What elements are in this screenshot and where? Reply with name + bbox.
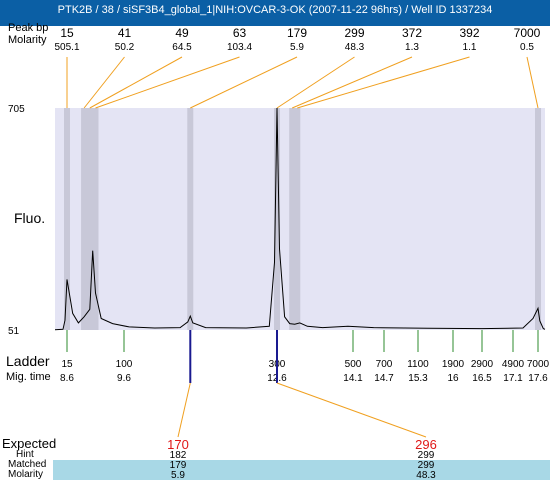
peak-molarity-label: 1.1 — [463, 42, 477, 53]
mig-time-label: 17.1 — [503, 373, 523, 384]
hint-row-label: Hint — [16, 449, 34, 460]
peak-bp-label: 299 — [344, 26, 364, 40]
peak-connector — [95, 56, 240, 109]
peak-bp-label: 41 — [118, 26, 132, 40]
ladder-bp-label: 7000 — [527, 359, 550, 370]
peak-band — [535, 108, 541, 330]
ladder-bp-label: 1100 — [407, 359, 429, 370]
peak-connector — [83, 56, 125, 109]
matched-row-label: Matched — [8, 459, 47, 470]
y-tick-max: 705 — [8, 104, 25, 115]
hint-value: 182 — [170, 450, 187, 461]
peak-connector — [89, 56, 183, 109]
peak-molarity-label: 103.4 — [227, 42, 252, 53]
title-bar: PTK2B / 38 / siSF3B4_global_1|NIH:OVCAR-… — [0, 0, 550, 26]
peak-band — [81, 108, 88, 330]
peak-bp-label: 15 — [60, 26, 74, 40]
mig-time-label: 15.3 — [408, 373, 428, 384]
ladder-bp-label: 500 — [345, 359, 362, 370]
ladder-bp-label: 1900 — [442, 359, 465, 370]
molarity-row-label: Molarity — [8, 34, 47, 46]
mig-time-label: 17.6 — [528, 373, 548, 384]
ladder-bp-label: 4900 — [502, 359, 525, 370]
y-tick-min: 51 — [8, 326, 20, 337]
molarity-value: 5.9 — [171, 470, 185, 480]
peak-connector — [276, 56, 355, 109]
mig-time-label: 8.6 — [60, 373, 74, 384]
peak-connector — [292, 56, 413, 109]
peak-molarity-label: 1.3 — [405, 42, 419, 53]
fluorescence-trace — [54, 107, 546, 331]
ladder-bp-label: 100 — [116, 359, 133, 370]
mig-time-label: 16.5 — [472, 373, 492, 384]
peak-connector — [190, 56, 298, 109]
matched-value: 179 — [170, 460, 187, 471]
peak-molarity-label: 5.9 — [290, 42, 304, 53]
peak-bp-label: 49 — [175, 26, 189, 40]
peak-connector — [526, 56, 539, 109]
peak-bp-label: 179 — [287, 26, 307, 40]
ladder-row-label: Ladder — [6, 353, 50, 369]
expected-row-label: Expected — [2, 436, 57, 451]
peak-band — [274, 108, 280, 330]
peak-bp-label: 372 — [402, 26, 422, 40]
ladder-bp-label: 700 — [376, 359, 393, 370]
expected-value: 170 — [167, 437, 189, 452]
matched-value: 299 — [418, 460, 435, 471]
window-title: PTK2B / 38 / siSF3B4_global_1|NIH:OVCAR-… — [57, 4, 493, 16]
mig-time-row-label: Mig. time — [6, 371, 51, 383]
peak-band — [86, 108, 93, 330]
peak-molarity-label: 505.1 — [54, 42, 79, 53]
ladder-bp-label: 2900 — [471, 359, 494, 370]
peak-band — [92, 108, 99, 330]
mig-time-label: 9.6 — [117, 373, 131, 384]
peak-bp-label: 63 — [233, 26, 247, 40]
peak-band — [64, 108, 70, 330]
peak-molarity-label: 48.3 — [345, 42, 365, 53]
peak-bp-label: 7000 — [514, 26, 541, 40]
peak-molarity-label: 50.2 — [115, 42, 135, 53]
expected-connector — [177, 382, 191, 438]
molarity-bottom-row-label: Molarity — [8, 469, 44, 480]
ladder-bp-label: 15 — [61, 359, 73, 370]
peak-bp-label: 392 — [459, 26, 479, 40]
peak-band — [289, 108, 296, 330]
peak-molarity-label: 64.5 — [172, 42, 192, 53]
hint-value: 299 — [418, 450, 435, 461]
mig-time-label: 14.1 — [343, 373, 363, 384]
peak-band — [187, 108, 194, 330]
mig-time-label: 16 — [447, 373, 459, 384]
mig-time-label: 14.7 — [374, 373, 394, 384]
peak-row-label: Peak bp — [8, 22, 49, 34]
peak-molarity-label: 0.5 — [520, 42, 534, 53]
fluo-axis-label: Fluo. — [14, 210, 46, 226]
expected-value: 296 — [415, 437, 437, 452]
peak-band — [294, 108, 301, 330]
expected-connector — [276, 382, 427, 438]
table-highlight — [53, 460, 550, 480]
peak-connector — [297, 56, 470, 109]
molarity-value: 48.3 — [416, 470, 436, 480]
